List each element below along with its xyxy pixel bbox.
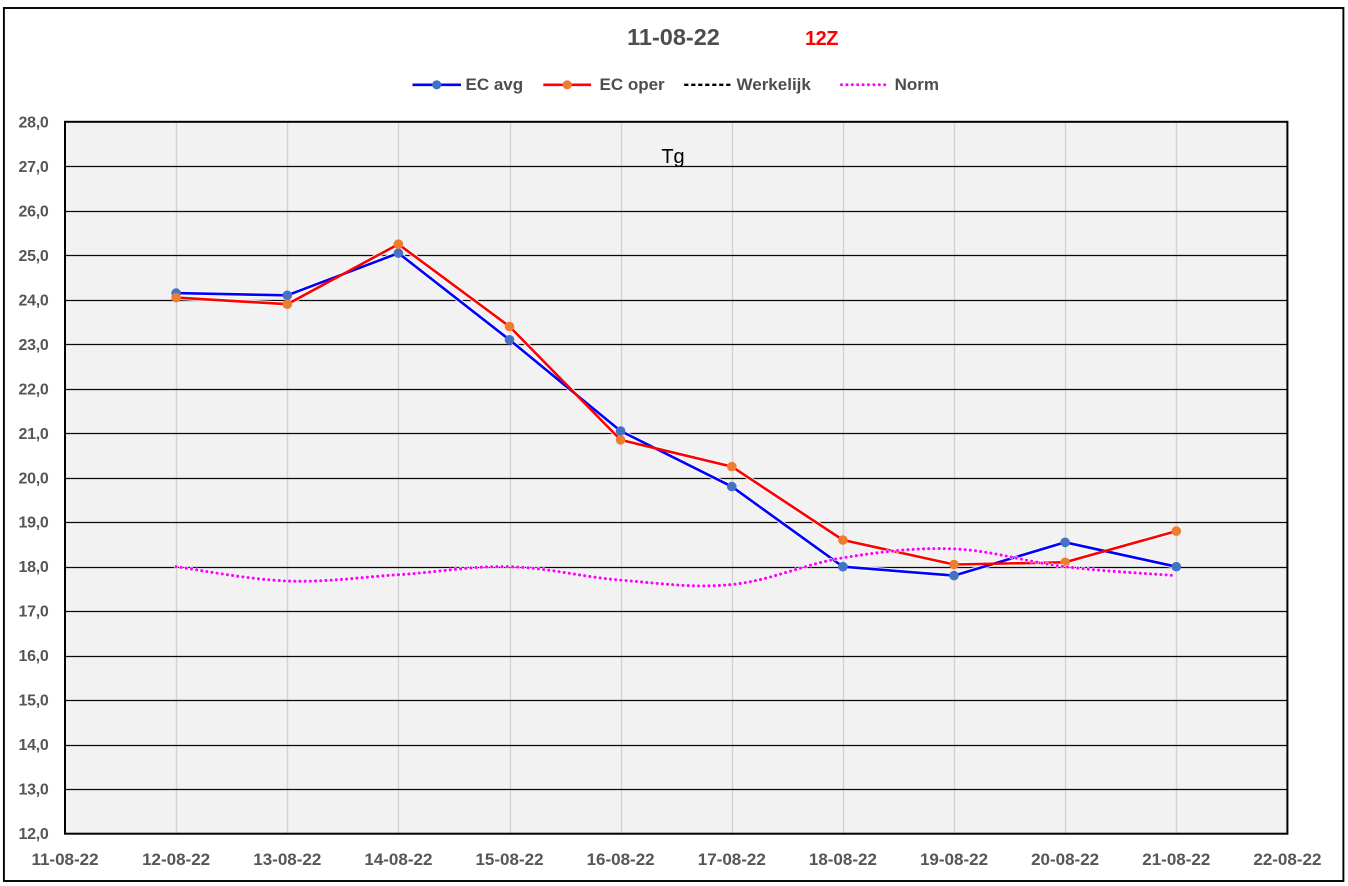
svg-text:12,0: 12,0: [19, 826, 49, 843]
svg-text:EC oper: EC oper: [600, 75, 666, 94]
svg-text:28,0: 28,0: [19, 114, 49, 131]
svg-text:13,0: 13,0: [19, 782, 49, 799]
svg-text:13-08-22: 13-08-22: [253, 850, 321, 869]
svg-text:12-08-22: 12-08-22: [142, 850, 210, 869]
svg-text:16,0: 16,0: [19, 648, 49, 665]
svg-text:Tg: Tg: [661, 146, 684, 168]
svg-text:17,0: 17,0: [19, 604, 49, 621]
svg-text:11-08-22: 11-08-22: [31, 850, 98, 869]
svg-text:22,0: 22,0: [19, 381, 49, 398]
svg-text:17-08-22: 17-08-22: [698, 850, 766, 869]
svg-text:21-08-22: 21-08-22: [1142, 850, 1210, 869]
svg-text:25,0: 25,0: [19, 248, 49, 265]
svg-text:Norm: Norm: [895, 75, 939, 94]
svg-text:26,0: 26,0: [19, 203, 49, 220]
svg-text:EC avg: EC avg: [466, 75, 524, 94]
svg-text:18,0: 18,0: [19, 559, 49, 576]
svg-text:15,0: 15,0: [19, 693, 49, 710]
svg-text:22-08-22: 22-08-22: [1253, 850, 1321, 869]
svg-text:27,0: 27,0: [19, 159, 49, 176]
svg-text:14-08-22: 14-08-22: [364, 850, 432, 869]
svg-text:16-08-22: 16-08-22: [587, 850, 655, 869]
svg-text:Werkelijk: Werkelijk: [737, 75, 812, 94]
svg-text:20,0: 20,0: [19, 470, 49, 487]
svg-text:24,0: 24,0: [19, 292, 49, 309]
svg-text:20-08-22: 20-08-22: [1031, 850, 1099, 869]
svg-text:19-08-22: 19-08-22: [920, 850, 988, 869]
svg-text:19,0: 19,0: [19, 515, 49, 532]
svg-text:11-08-22: 11-08-22: [627, 24, 720, 50]
svg-text:15-08-22: 15-08-22: [475, 850, 543, 869]
svg-text:12Z: 12Z: [805, 28, 838, 50]
svg-text:23,0: 23,0: [19, 337, 49, 354]
svg-text:14,0: 14,0: [19, 737, 49, 754]
svg-text:18-08-22: 18-08-22: [809, 850, 877, 869]
svg-text:21,0: 21,0: [19, 426, 49, 443]
